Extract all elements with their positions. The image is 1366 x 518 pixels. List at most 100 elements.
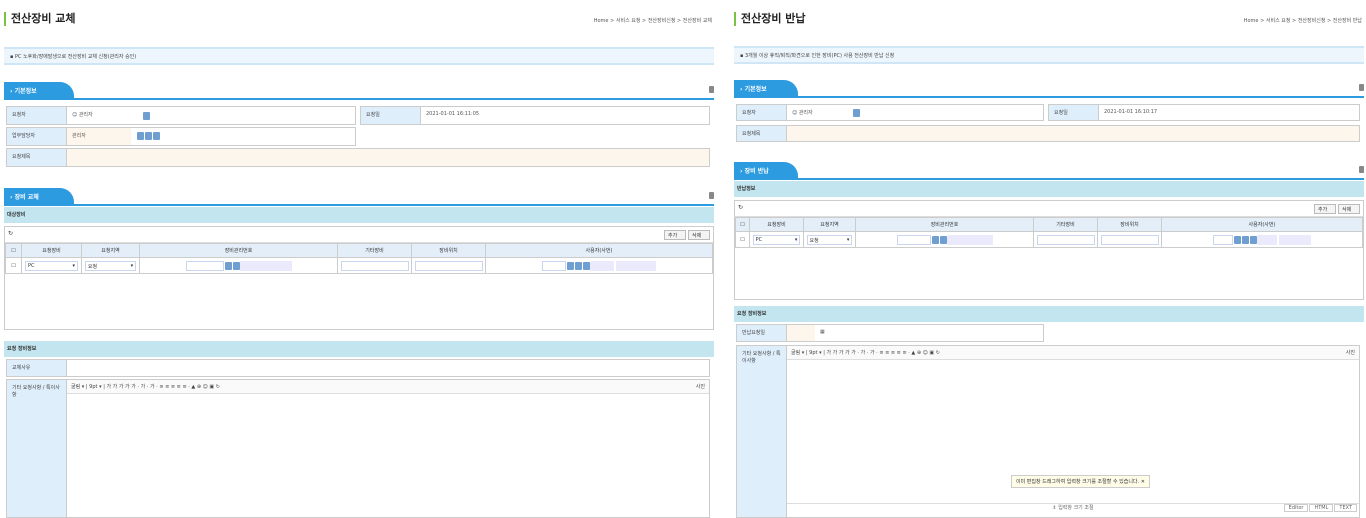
breadcrumb: Home > 서비스 요청 > 전산장비신청 > 전산장비 반납: [1243, 18, 1362, 24]
col-region: 요청지역: [81, 243, 140, 258]
select-all-checkbox[interactable]: ☐: [735, 217, 750, 232]
tab-basic-info[interactable]: › 기본정보: [734, 80, 798, 96]
region-select[interactable]: 요청 ▾: [806, 234, 853, 245]
user-input[interactable]: [542, 260, 567, 271]
user-input[interactable]: [1213, 234, 1234, 245]
notice-bar: ▪ 3개월 이상 휴직/퇴직/파견으로 인한 장비(PC) 사용 전산장비 반납…: [734, 46, 1364, 64]
request-date-field: 요청일 2021-01-01 16:10:17: [1048, 104, 1360, 121]
requester-label: 요청자: [7, 107, 67, 124]
search-icon[interactable]: [224, 261, 232, 270]
approver-value[interactable]: 관리자: [67, 128, 131, 145]
request-date-label: 요청일: [361, 107, 421, 124]
other-input[interactable]: [1036, 234, 1095, 245]
region-select[interactable]: 요청 ▾: [84, 260, 137, 271]
asset-no-input[interactable]: [185, 260, 224, 271]
search-icon[interactable]: [1234, 235, 1242, 244]
col-asset-no: 장비관리번호: [139, 243, 338, 258]
mode-editor[interactable]: Editor: [1283, 504, 1309, 512]
edit-icon[interactable]: [1242, 235, 1250, 244]
subject-input[interactable]: [67, 149, 709, 166]
asset-name-field: [946, 234, 993, 245]
basic-info-tabbar: › 기본정보: [4, 82, 714, 100]
edit-icon[interactable]: [853, 109, 860, 117]
col-user: 사용자(사번): [1161, 217, 1363, 232]
col-other: 기타장비: [337, 243, 412, 258]
grid-title: 대상장비: [4, 207, 714, 223]
delete-button[interactable]: 삭제: [1338, 204, 1360, 214]
mode-text[interactable]: TEXT: [1334, 504, 1357, 512]
add-button[interactable]: 추가: [664, 230, 686, 240]
grid-toolbar: ↻ 추가 삭제: [5, 227, 713, 243]
clear-icon[interactable]: [1250, 235, 1258, 244]
edit-icon[interactable]: [143, 112, 150, 120]
print-icon[interactable]: [709, 86, 714, 93]
other-input[interactable]: [340, 260, 409, 271]
editor-mode-tabs: Editor HTML TEXT: [1283, 504, 1357, 512]
print-icon[interactable]: [1359, 166, 1364, 173]
search-icon[interactable]: [931, 235, 939, 244]
clear-icon[interactable]: [232, 261, 240, 270]
font-select[interactable]: 굴림: [71, 384, 81, 390]
approver-field: 업무담당자 관리자: [6, 127, 356, 146]
add-button[interactable]: 추가: [1314, 204, 1336, 214]
photo-button[interactable]: 사진: [695, 384, 705, 390]
requester-value: ☺ 관리자: [67, 107, 355, 124]
asset-no-input[interactable]: [896, 234, 931, 245]
clear-icon[interactable]: [939, 235, 947, 244]
rich-text-editor[interactable]: 굴림 ▾ | 9pt ▾ | 가 가 가 가 가 · 가 · 가 · ≡ ≡ ≡…: [67, 380, 709, 517]
reason-input[interactable]: [67, 360, 709, 376]
subject-field: 요청제목: [736, 125, 1360, 142]
tab-equipment-replace[interactable]: › 장비 교체: [4, 188, 74, 204]
tab-equipment-return[interactable]: › 장비 반납: [734, 162, 798, 178]
request-date-field: 요청일 2021-01-01 16:11:05: [360, 106, 710, 125]
requester-label: 요청자: [737, 105, 787, 120]
editor-toolbar: 굴림 ▾ | 9pt ▾ | 가 가 가 가 가 · 가 · 가 · ≡ ≡ ≡…: [787, 346, 1359, 360]
row-checkbox[interactable]: ☐: [5, 257, 22, 274]
delete-button[interactable]: 삭제: [688, 230, 710, 240]
refresh-icon[interactable]: ↻: [738, 204, 744, 211]
equipment-select[interactable]: PC ▾: [24, 260, 79, 271]
location-input[interactable]: [414, 260, 483, 271]
calendar-icon[interactable]: ▦: [820, 329, 825, 335]
print-icon[interactable]: [1359, 84, 1364, 91]
resize-label: 입력창 크기 조절: [1058, 505, 1094, 511]
font-select[interactable]: 굴림: [791, 350, 801, 356]
tab-basic-info[interactable]: › 기본정보: [4, 82, 74, 98]
refresh-icon[interactable]: ↻: [8, 230, 14, 237]
breadcrumb: Home > 서비스 요청 > 전산장비신청 > 전산장비 교체: [593, 18, 712, 24]
col-user: 사용자(사번): [485, 243, 713, 258]
search-icon[interactable]: [137, 132, 144, 140]
format-buttons[interactable]: 가 가 가 가 가 · 가 · 가 · ≡ ≡ ≡ ≡ ≡ · ▲ ⊕ ☺ ▣ …: [106, 384, 220, 390]
location-input[interactable]: [1100, 234, 1159, 245]
col-equipment: 요청장비: [21, 243, 82, 258]
select-all-checkbox[interactable]: ☐: [5, 243, 22, 258]
equipment-grid: ↻ 추가 삭제 ☐ 요청장비 요청지역 장비관리번호 기타장비 장비위치 사용자…: [4, 226, 714, 330]
print-icon[interactable]: [709, 192, 714, 199]
equipment-select[interactable]: PC ▾: [752, 234, 801, 245]
size-select[interactable]: 9pt: [809, 350, 818, 356]
row-checkbox[interactable]: ☐: [735, 231, 750, 248]
clear-icon[interactable]: [153, 132, 160, 140]
close-icon[interactable]: ✕: [1140, 479, 1145, 485]
editor-footer: ⇕ 입력창 크기 조절 Editor HTML TEXT: [787, 503, 1359, 512]
subject-input[interactable]: [787, 126, 1359, 141]
edit-icon[interactable]: [575, 261, 583, 270]
tab-label: 장비 교체: [14, 194, 39, 201]
rich-text-editor[interactable]: 굴림 ▾ | 9pt ▾ | 가 가 가 가 가 · 가 · 가 · ≡ ≡ ≡…: [787, 346, 1359, 517]
mode-html[interactable]: HTML: [1309, 504, 1334, 512]
tooltip-text: 이미 편집창 드래그하여 입력창 크기를 조절할 수 있습니다.: [1016, 479, 1140, 485]
edit-icon[interactable]: [145, 132, 152, 140]
clear-icon[interactable]: [583, 261, 591, 270]
page-title: 전산장비 교체: [4, 12, 76, 26]
etc-field: 기타 요청사항 / 특이사항 굴림 ▾ | 9pt ▾ | 가 가 가 가 가 …: [6, 379, 710, 518]
search-icon[interactable]: [567, 261, 575, 270]
page-title: 전산장비 반납: [734, 12, 806, 26]
photo-button[interactable]: 사진: [1345, 350, 1355, 356]
return-date-input[interactable]: [787, 325, 815, 341]
size-select[interactable]: 9pt: [89, 384, 98, 390]
resize-handle[interactable]: ⇕ 입력창 크기 조절: [1052, 505, 1094, 511]
col-region: 요청지역: [803, 217, 856, 232]
format-buttons[interactable]: 가 가 가 가 가 · 가 · 가 · ≡ ≡ ≡ ≡ ≡ · ▲ ⊕ ☺ ▣ …: [826, 350, 940, 356]
equipment-table: ☐ 요청장비 요청지역 장비관리번호 기타장비 장비위치 사용자(사번) ☐ P…: [735, 217, 1363, 248]
detail-title: 요청 장비정보: [4, 341, 714, 357]
